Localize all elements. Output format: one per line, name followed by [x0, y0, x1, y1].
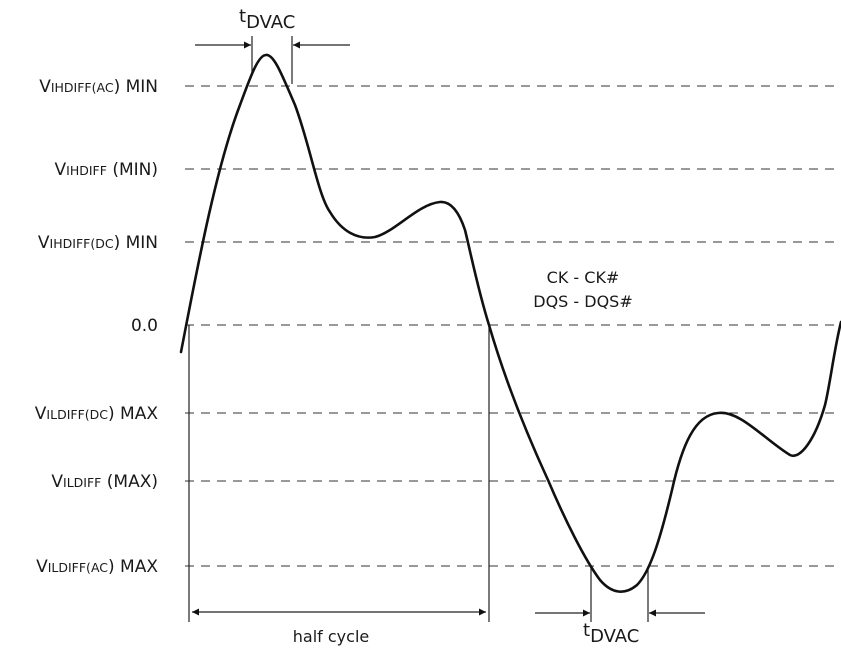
- label-vildiff-ac-max: VILDIFF(AC) MAX: [36, 557, 158, 577]
- label-vildiff-dc-max: VILDIFF(DC) MAX: [35, 404, 159, 424]
- differential-waveform: [179, 53, 841, 593]
- signal-label-dqs: DQS - DQS#: [533, 292, 633, 311]
- label-vildiff-max: VILDIFF (MAX): [51, 472, 158, 492]
- label-vihdiff-min: VIHDIFF (MIN): [55, 160, 159, 180]
- tdvac-bottom-label: tDVAC: [583, 620, 639, 647]
- label-vihdiff-dc-min: VIHDIFF(DC) MIN: [38, 233, 158, 253]
- label-vihdiff-ac-min: VIHDIFF(AC) MIN: [39, 77, 158, 97]
- half-cycle-label: half cycle: [293, 627, 369, 646]
- tdvac-top-label: tDVAC: [239, 6, 295, 33]
- label-zero: 0.0: [131, 316, 158, 336]
- signal-label-ck: CK - CK#: [547, 268, 620, 287]
